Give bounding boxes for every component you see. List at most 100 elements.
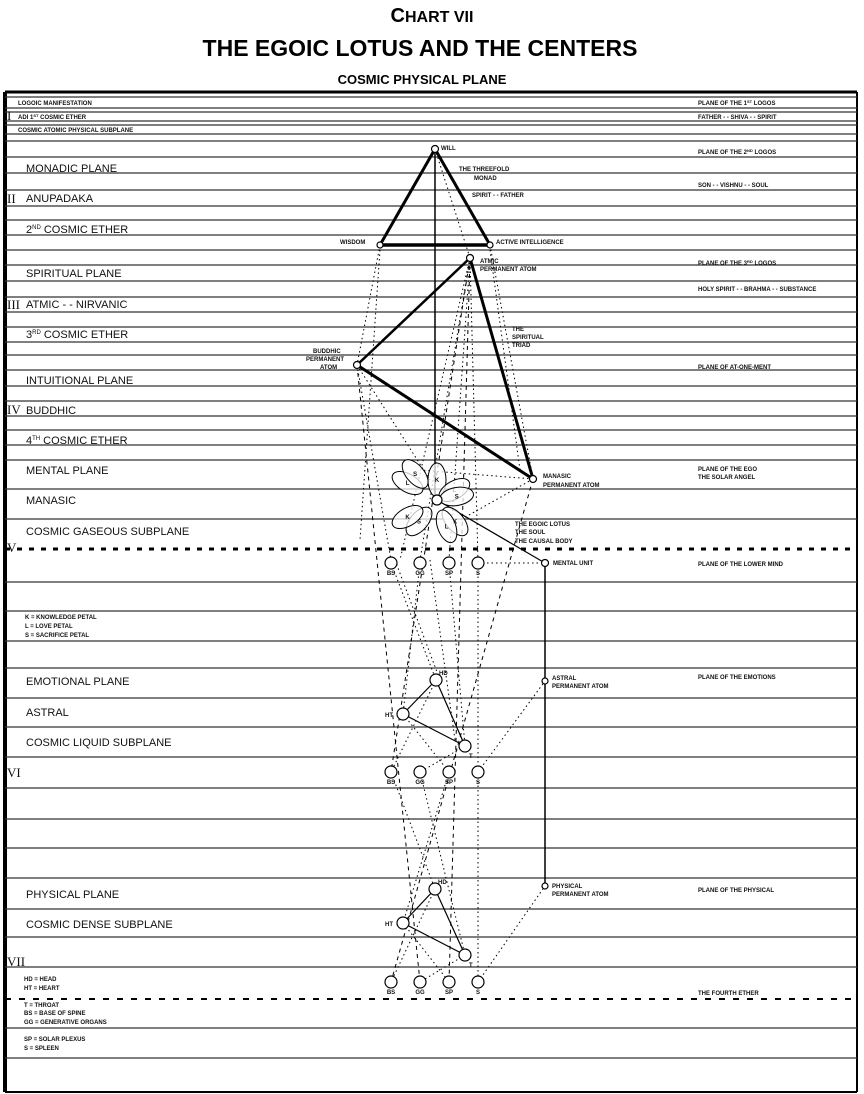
astral-triangle-edge xyxy=(435,679,466,747)
dotted-connection xyxy=(390,562,437,681)
dotted-connection xyxy=(459,478,534,521)
dotted-connection xyxy=(402,771,450,924)
astral-triangle-edge xyxy=(402,713,466,747)
label-manasic: MANASIC xyxy=(26,495,76,507)
physical-center-sp xyxy=(442,975,456,989)
label-gaseous: COSMIC GASEOUS SUBPLANE xyxy=(26,526,189,538)
petal-letter: K xyxy=(435,478,440,484)
right-son: SON - - VISHNU - - SOUL xyxy=(698,183,769,189)
manasic-permanent-atom xyxy=(528,474,538,484)
mental-center-sp xyxy=(442,556,456,570)
label-monadic: MONADIC PLANE xyxy=(26,163,117,175)
physical-center-label: SP xyxy=(445,990,453,996)
label-mental: MENTAL PLANE xyxy=(26,465,109,477)
label-buddhic-pa-1: BUDDHIC xyxy=(313,349,341,355)
label-lotus-1: THE EGOIC LOTUS xyxy=(515,522,570,528)
petal-letter: K xyxy=(405,515,410,521)
key-center-ht: HT = HEART xyxy=(24,986,60,992)
dotted-connection xyxy=(419,745,466,773)
roman-vii: VII xyxy=(7,954,25,969)
monad-edge xyxy=(378,148,437,246)
astral-ht-label: HT xyxy=(385,713,393,719)
astral-center-gg xyxy=(413,765,427,779)
egoic-lotus: KLSKLSKLS xyxy=(391,459,475,544)
mental-center-label: BS xyxy=(387,571,395,577)
dotted-connection xyxy=(359,249,381,541)
label-adi: ADI 1ST COSMIC ETHER xyxy=(18,113,87,121)
dotted-connection xyxy=(419,257,471,561)
monad-edge xyxy=(433,148,492,246)
key-center-sp: SP = SOLAR PLEXUS xyxy=(24,1037,85,1043)
dotted-connection xyxy=(419,771,466,956)
physical-throat-center xyxy=(458,948,472,962)
astral-head-center xyxy=(429,673,443,687)
label-lotus-3: THE CAUSAL BODY xyxy=(515,539,573,545)
dotted-connection xyxy=(402,713,450,773)
lotus-jewel xyxy=(431,494,443,506)
astral-center-label: SP xyxy=(445,780,453,786)
label-threefold: THE THREEFOLD xyxy=(459,167,510,173)
astral-triangle-edge xyxy=(402,679,437,715)
dotted-connection xyxy=(489,244,534,480)
label-triad-1: THE xyxy=(512,327,524,333)
label-atmic-pa-2: PERMANENT ATOM xyxy=(480,267,537,273)
right-father: FATHER - - SHIVA - - SPIRIT xyxy=(698,115,777,121)
label-buddhic-pa-2: PERMANENT xyxy=(306,357,344,363)
dotted-connection xyxy=(434,148,471,259)
dotted-connection xyxy=(477,680,546,773)
physical-triangle-edge xyxy=(402,888,436,924)
right-holy-spirit: HOLY SPIRIT - - BRAHMA - - SUBSTANCE xyxy=(698,287,816,293)
right-logos3: PLANE OF THE 3RD LOGOS xyxy=(698,259,776,267)
label-buddhic: BUDDHIC xyxy=(26,405,76,417)
label-manasic-pa-1: MANASIC xyxy=(543,474,572,480)
physical-permanent-atom xyxy=(541,882,549,890)
active-intelligence-node xyxy=(486,241,494,249)
label-lotus-2: THE SOUL xyxy=(515,530,546,536)
label-spirit-father: SPIRIT - - FATHER xyxy=(472,193,525,199)
triad-edge xyxy=(356,363,534,481)
label-wisdom: WISDOM xyxy=(340,240,365,246)
dotted-connection xyxy=(469,257,479,561)
label-will: WILL xyxy=(441,146,456,152)
label-atmic: ATMIC - - NIRVANIC xyxy=(26,299,128,311)
right-solar-angel: THE SOLAR ANGEL xyxy=(698,475,755,481)
page-subtitle: COSMIC PHYSICAL PLANE xyxy=(338,72,507,87)
astral-throat-center xyxy=(458,739,472,753)
dotted-connection xyxy=(489,249,521,471)
right-ego: PLANE OF THE EGO xyxy=(698,467,757,473)
will-node xyxy=(430,144,440,154)
roman-iii: III xyxy=(7,297,20,312)
petal-letter: S xyxy=(413,472,417,478)
physical-ht-label: HT xyxy=(385,922,393,928)
roman-v: V xyxy=(7,540,17,555)
label-emotional: EMOTIONAL PLANE xyxy=(26,676,130,688)
right-logos1: PLANE OF THE 1ST LOGOS xyxy=(698,99,775,107)
dotted-connection xyxy=(429,559,456,741)
lotus-petal xyxy=(401,459,429,489)
dotted-connection xyxy=(402,562,421,715)
label-buddhic-pa-3: ATOM xyxy=(320,365,337,371)
petal-letter: S xyxy=(417,519,421,525)
mental-center-label: GG xyxy=(415,571,425,577)
label-mental-unit: MENTAL UNIT xyxy=(553,561,593,567)
label-intuitional: INTUITIONAL PLANE xyxy=(26,375,133,387)
right-physical: PLANE OF THE PHYSICAL xyxy=(698,888,774,894)
astral-heart-center xyxy=(396,707,410,721)
label-dense: COSMIC DENSE SUBPLANE xyxy=(26,919,173,931)
label-triad-2: SPIRITUAL xyxy=(512,335,544,341)
label-physical: PHYSICAL PLANE xyxy=(26,889,119,901)
dotted-connection xyxy=(356,364,431,481)
mental-center-s xyxy=(471,556,485,570)
astral-hd-label: HD xyxy=(439,671,448,677)
mental-center-bs xyxy=(384,556,398,570)
physical-center-gg xyxy=(413,975,427,989)
dotted-connection xyxy=(419,954,466,983)
physical-t-label: T xyxy=(469,963,473,969)
key-center-gg: GG = GENERATIVE ORGANS xyxy=(24,1020,107,1026)
label-astral: ASTRAL xyxy=(26,707,69,719)
roman-i: I xyxy=(7,108,11,123)
key-petal-k: K = KNOWLEDGE PETAL xyxy=(25,615,97,621)
physical-triangle-edge xyxy=(434,888,466,956)
buddhic-permanent-atom xyxy=(352,360,362,370)
